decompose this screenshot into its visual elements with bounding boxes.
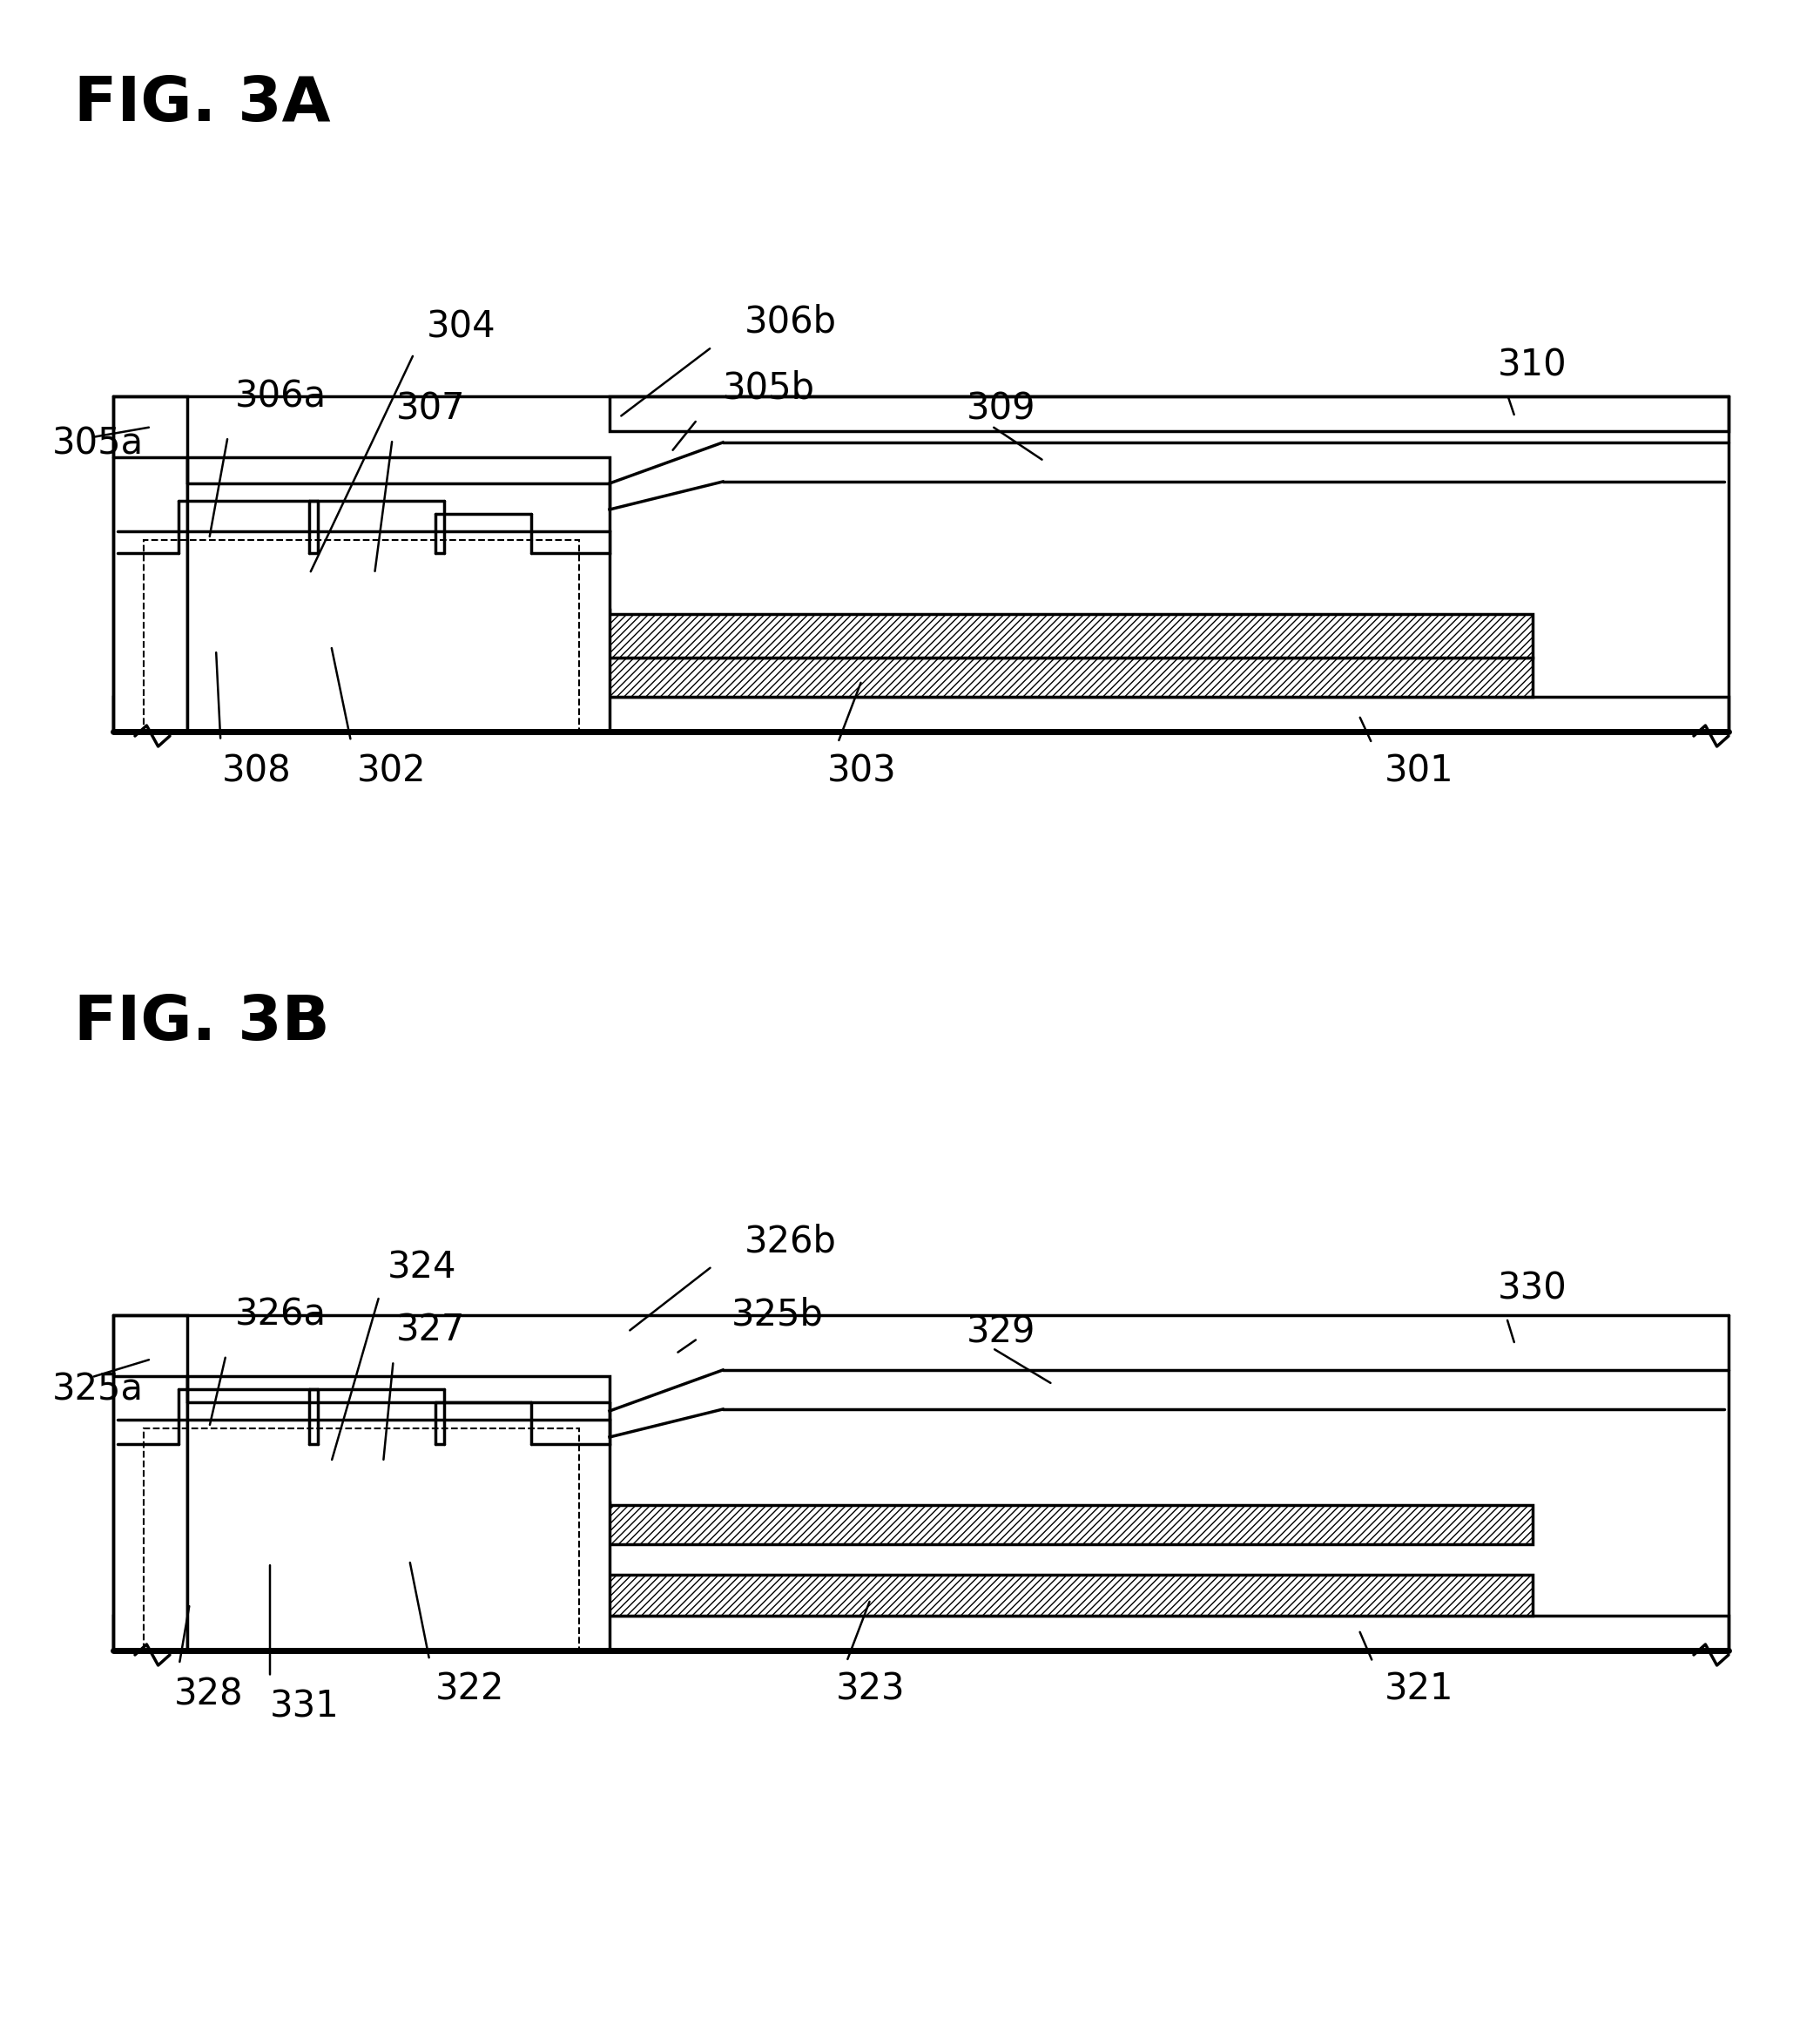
- Bar: [435, 1503, 453, 1519]
- Text: 308: 308: [222, 753, 291, 790]
- Bar: [187, 1377, 610, 1650]
- Bar: [175, 1503, 197, 1523]
- Bar: [175, 610, 197, 628]
- Bar: [197, 553, 300, 610]
- Bar: [453, 567, 513, 610]
- Text: 301: 301: [1385, 753, 1454, 790]
- Text: 324: 324: [388, 1249, 457, 1286]
- Bar: [453, 1505, 1532, 1545]
- Text: 326b: 326b: [744, 1223, 837, 1260]
- Text: 310: 310: [1498, 348, 1567, 385]
- Bar: [113, 1314, 187, 1650]
- Bar: [169, 1503, 610, 1523]
- Bar: [197, 1444, 300, 1503]
- Text: 329: 329: [966, 1314, 1036, 1351]
- Text: 330: 330: [1498, 1272, 1567, 1308]
- Bar: [453, 614, 1532, 658]
- Bar: [435, 610, 453, 626]
- Text: 326a: 326a: [235, 1296, 326, 1332]
- Text: 305b: 305b: [723, 369, 815, 405]
- Text: 306a: 306a: [235, 379, 326, 415]
- Bar: [326, 553, 426, 610]
- Text: 325b: 325b: [732, 1296, 824, 1332]
- Bar: [453, 1454, 513, 1503]
- Text: FIG. 3B: FIG. 3B: [75, 992, 329, 1053]
- Bar: [113, 397, 187, 731]
- Bar: [300, 1503, 322, 1523]
- Bar: [426, 1503, 448, 1523]
- Bar: [169, 1545, 431, 1575]
- Bar: [300, 610, 322, 628]
- Bar: [169, 1575, 1532, 1616]
- Text: 328: 328: [175, 1677, 244, 1713]
- Text: 327: 327: [397, 1312, 466, 1349]
- Text: 325a: 325a: [53, 1371, 144, 1407]
- Text: 302: 302: [357, 753, 426, 790]
- Bar: [169, 1523, 431, 1545]
- Bar: [144, 541, 579, 731]
- Bar: [610, 397, 1729, 431]
- Bar: [187, 458, 610, 731]
- Bar: [426, 610, 448, 628]
- Bar: [144, 1428, 579, 1650]
- Bar: [113, 1616, 1729, 1650]
- Bar: [169, 658, 1532, 697]
- Bar: [304, 1503, 326, 1523]
- Text: 321: 321: [1385, 1671, 1454, 1707]
- Bar: [169, 628, 431, 658]
- Text: 331: 331: [269, 1689, 339, 1725]
- Text: 322: 322: [435, 1671, 504, 1707]
- Bar: [326, 1444, 426, 1503]
- Text: 307: 307: [397, 391, 466, 427]
- Text: 306b: 306b: [744, 304, 837, 340]
- Text: 323: 323: [835, 1671, 905, 1707]
- Text: 304: 304: [426, 308, 497, 344]
- Bar: [169, 610, 610, 628]
- Text: 309: 309: [966, 391, 1036, 427]
- Bar: [113, 697, 1729, 731]
- Bar: [304, 610, 326, 628]
- Text: 303: 303: [828, 753, 897, 790]
- Bar: [126, 531, 610, 553]
- Text: 305a: 305a: [53, 425, 144, 462]
- Text: FIG. 3A: FIG. 3A: [75, 75, 331, 134]
- Bar: [126, 1420, 610, 1444]
